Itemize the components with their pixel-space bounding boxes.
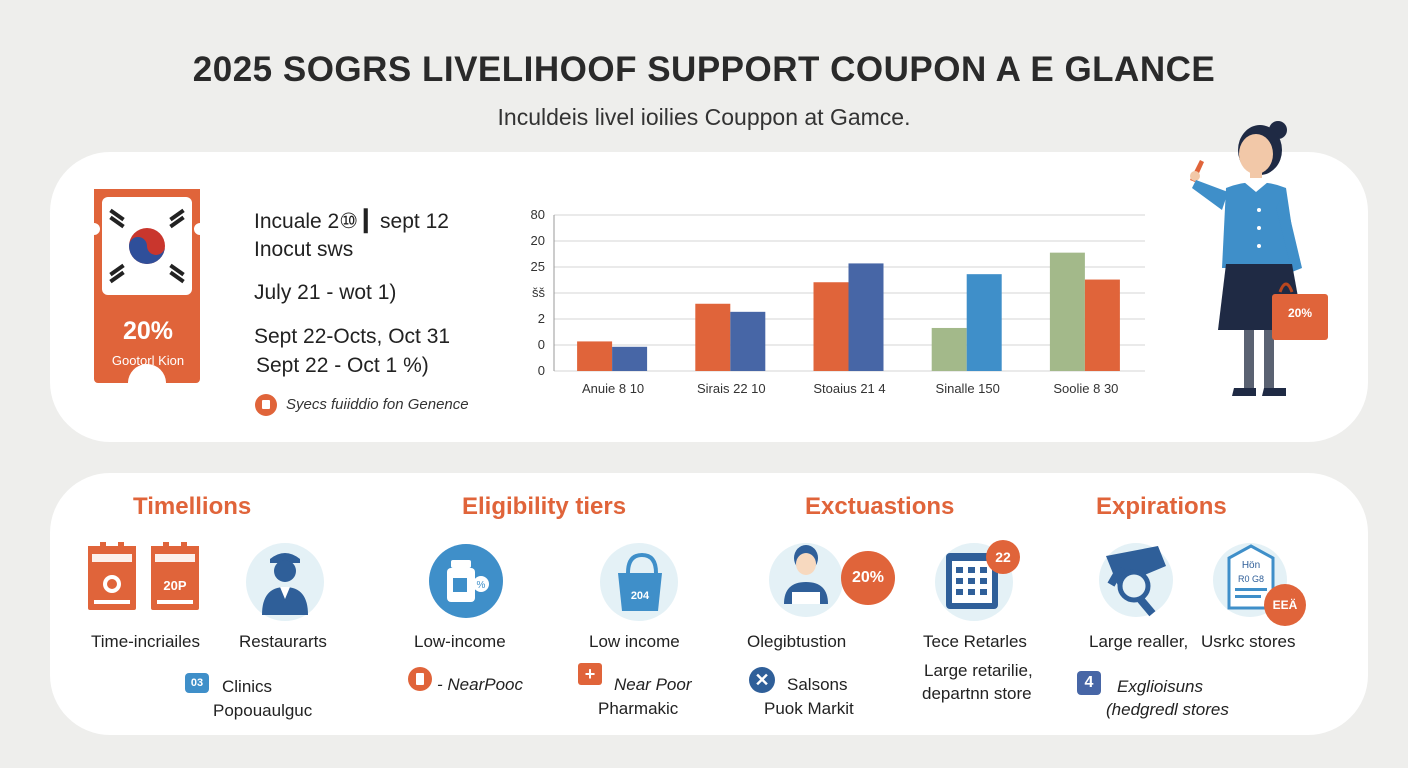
- magnifier-icon: [1106, 546, 1166, 617]
- plus-icon: +: [578, 663, 602, 685]
- label-restaurants: Restaurarts: [239, 632, 327, 651]
- date-line-3: July 21 - wot 1): [254, 281, 397, 304]
- bar: [612, 346, 648, 371]
- bar: [695, 303, 731, 371]
- label-near-poor: Near Poor: [614, 675, 692, 694]
- bar: [577, 341, 613, 371]
- svg-text:%: %: [477, 580, 486, 591]
- label-departnn-store: departnn store: [922, 684, 1032, 703]
- nearpoor-icon: [408, 667, 432, 691]
- label-puok-markit: Puok Markit: [764, 699, 854, 718]
- date-line-2: Inocut sws: [254, 238, 354, 261]
- overview-card: [50, 152, 1368, 442]
- label-low-income-2: Low income: [589, 632, 680, 651]
- info-badge-icon: 4: [1077, 671, 1101, 695]
- page-subtitle: Inculdeis livel ioilies Couppon at Gamce…: [497, 104, 911, 130]
- coupon-ticket: 20% Gootorl Kion: [90, 183, 204, 391]
- person-figure-icon: [1190, 121, 1328, 396]
- shopping-bag-icon: [618, 552, 662, 611]
- y-tick-label: 0: [538, 337, 545, 352]
- bar: [848, 263, 884, 371]
- x-tick-label: Soolie 8 30: [1053, 381, 1118, 396]
- poster-icon: [1227, 544, 1275, 610]
- bar: [931, 327, 967, 371]
- x-tick-label: Sirais 22 10: [697, 381, 766, 396]
- discount-badge: 20%: [841, 551, 895, 605]
- date-line-5: Sept 22 - Oct 1 %): [256, 354, 429, 377]
- label-time-incrialies: Time-incriailes: [91, 632, 200, 651]
- poster-text-2: R0 G8: [1237, 574, 1264, 584]
- ticket-icon-1: [88, 542, 136, 610]
- label-pharmakic: Pharmakic: [598, 699, 679, 718]
- label-large-realler: Large realler,: [1089, 632, 1189, 651]
- dates-note: Syecs fuiiddio fon Genence: [286, 396, 469, 413]
- section-title-eligibility: Eligibility tiers: [462, 493, 627, 520]
- ticket-text: 20P: [163, 578, 187, 593]
- label-clinics: Clinics: [222, 677, 273, 696]
- calendar-icon: [946, 553, 998, 609]
- y-tick-label: 80: [531, 207, 545, 222]
- label-usrkc-stores: Usrkc stores: [1201, 632, 1296, 651]
- bar: [730, 311, 766, 371]
- calendar-badge: 22: [986, 540, 1020, 574]
- bar: [1084, 279, 1120, 371]
- poster-badge: EEÄ: [1264, 584, 1306, 626]
- y-tick-label: 20: [531, 233, 545, 248]
- person-bag-text: 20%: [1287, 306, 1313, 320]
- poster-text-1: Hön: [1241, 560, 1261, 571]
- close-icon: ✕: [749, 667, 775, 693]
- section-title-timelines: Timellions: [133, 493, 252, 520]
- label-olegibtustion: Olegibtustion: [747, 632, 847, 651]
- person-illustration: [1190, 121, 1328, 396]
- bar: [966, 274, 1002, 371]
- date-line-1: Incuale 2⑩ ▎sept 12: [254, 210, 449, 233]
- ticket-icon-2: [151, 542, 199, 610]
- label-hedgredl-stores: (hedgredl stores: [1106, 700, 1229, 719]
- coupon-percent: 20%: [122, 317, 174, 345]
- section-title-exclusions: Exctuastions: [805, 493, 955, 520]
- page-title: 2025 SOGRS LIVELIHOOF SUPPORT COUPON A E…: [192, 50, 1216, 89]
- coupon-ticket-icon: [94, 189, 200, 383]
- worker-icon: [262, 553, 308, 615]
- bag-dot-icon: [255, 394, 277, 416]
- label-nearpooc: - NearPooc: [437, 675, 523, 694]
- user-icon: [784, 545, 828, 604]
- label-exglioisuns: Exglioisuns: [1117, 677, 1203, 696]
- clinic-icon: 03: [185, 673, 209, 693]
- label-popouaulguc: Popouaulguc: [213, 701, 313, 720]
- y-tick-label: 25: [531, 259, 545, 274]
- label-tece-retarles: Tece Retarles: [923, 632, 1027, 651]
- x-tick-label: Anuie 8 10: [582, 381, 644, 396]
- x-tick-label: Stoaius 21 4: [813, 381, 885, 396]
- y-tick-label: 0: [538, 363, 545, 378]
- bar: [813, 282, 849, 371]
- bag-text: 204: [630, 590, 650, 602]
- y-tick-label: 2: [538, 311, 545, 326]
- x-tick-label: Sinalle 150: [936, 381, 1000, 396]
- label-large-retarilie: Large retarilie,: [924, 661, 1033, 680]
- label-low-income-1: Low-income: [414, 632, 506, 651]
- y-tick-label: šš: [532, 285, 546, 300]
- coupon-label: Gootorl Kion: [111, 353, 185, 368]
- date-line-4: Sept 22-Octs, Oct 31: [254, 325, 451, 348]
- section-title-expirations: Expirations: [1096, 493, 1227, 520]
- label-salsons: Salsons: [787, 675, 848, 694]
- bar: [1049, 252, 1085, 371]
- medicine-icon: %: [429, 544, 503, 618]
